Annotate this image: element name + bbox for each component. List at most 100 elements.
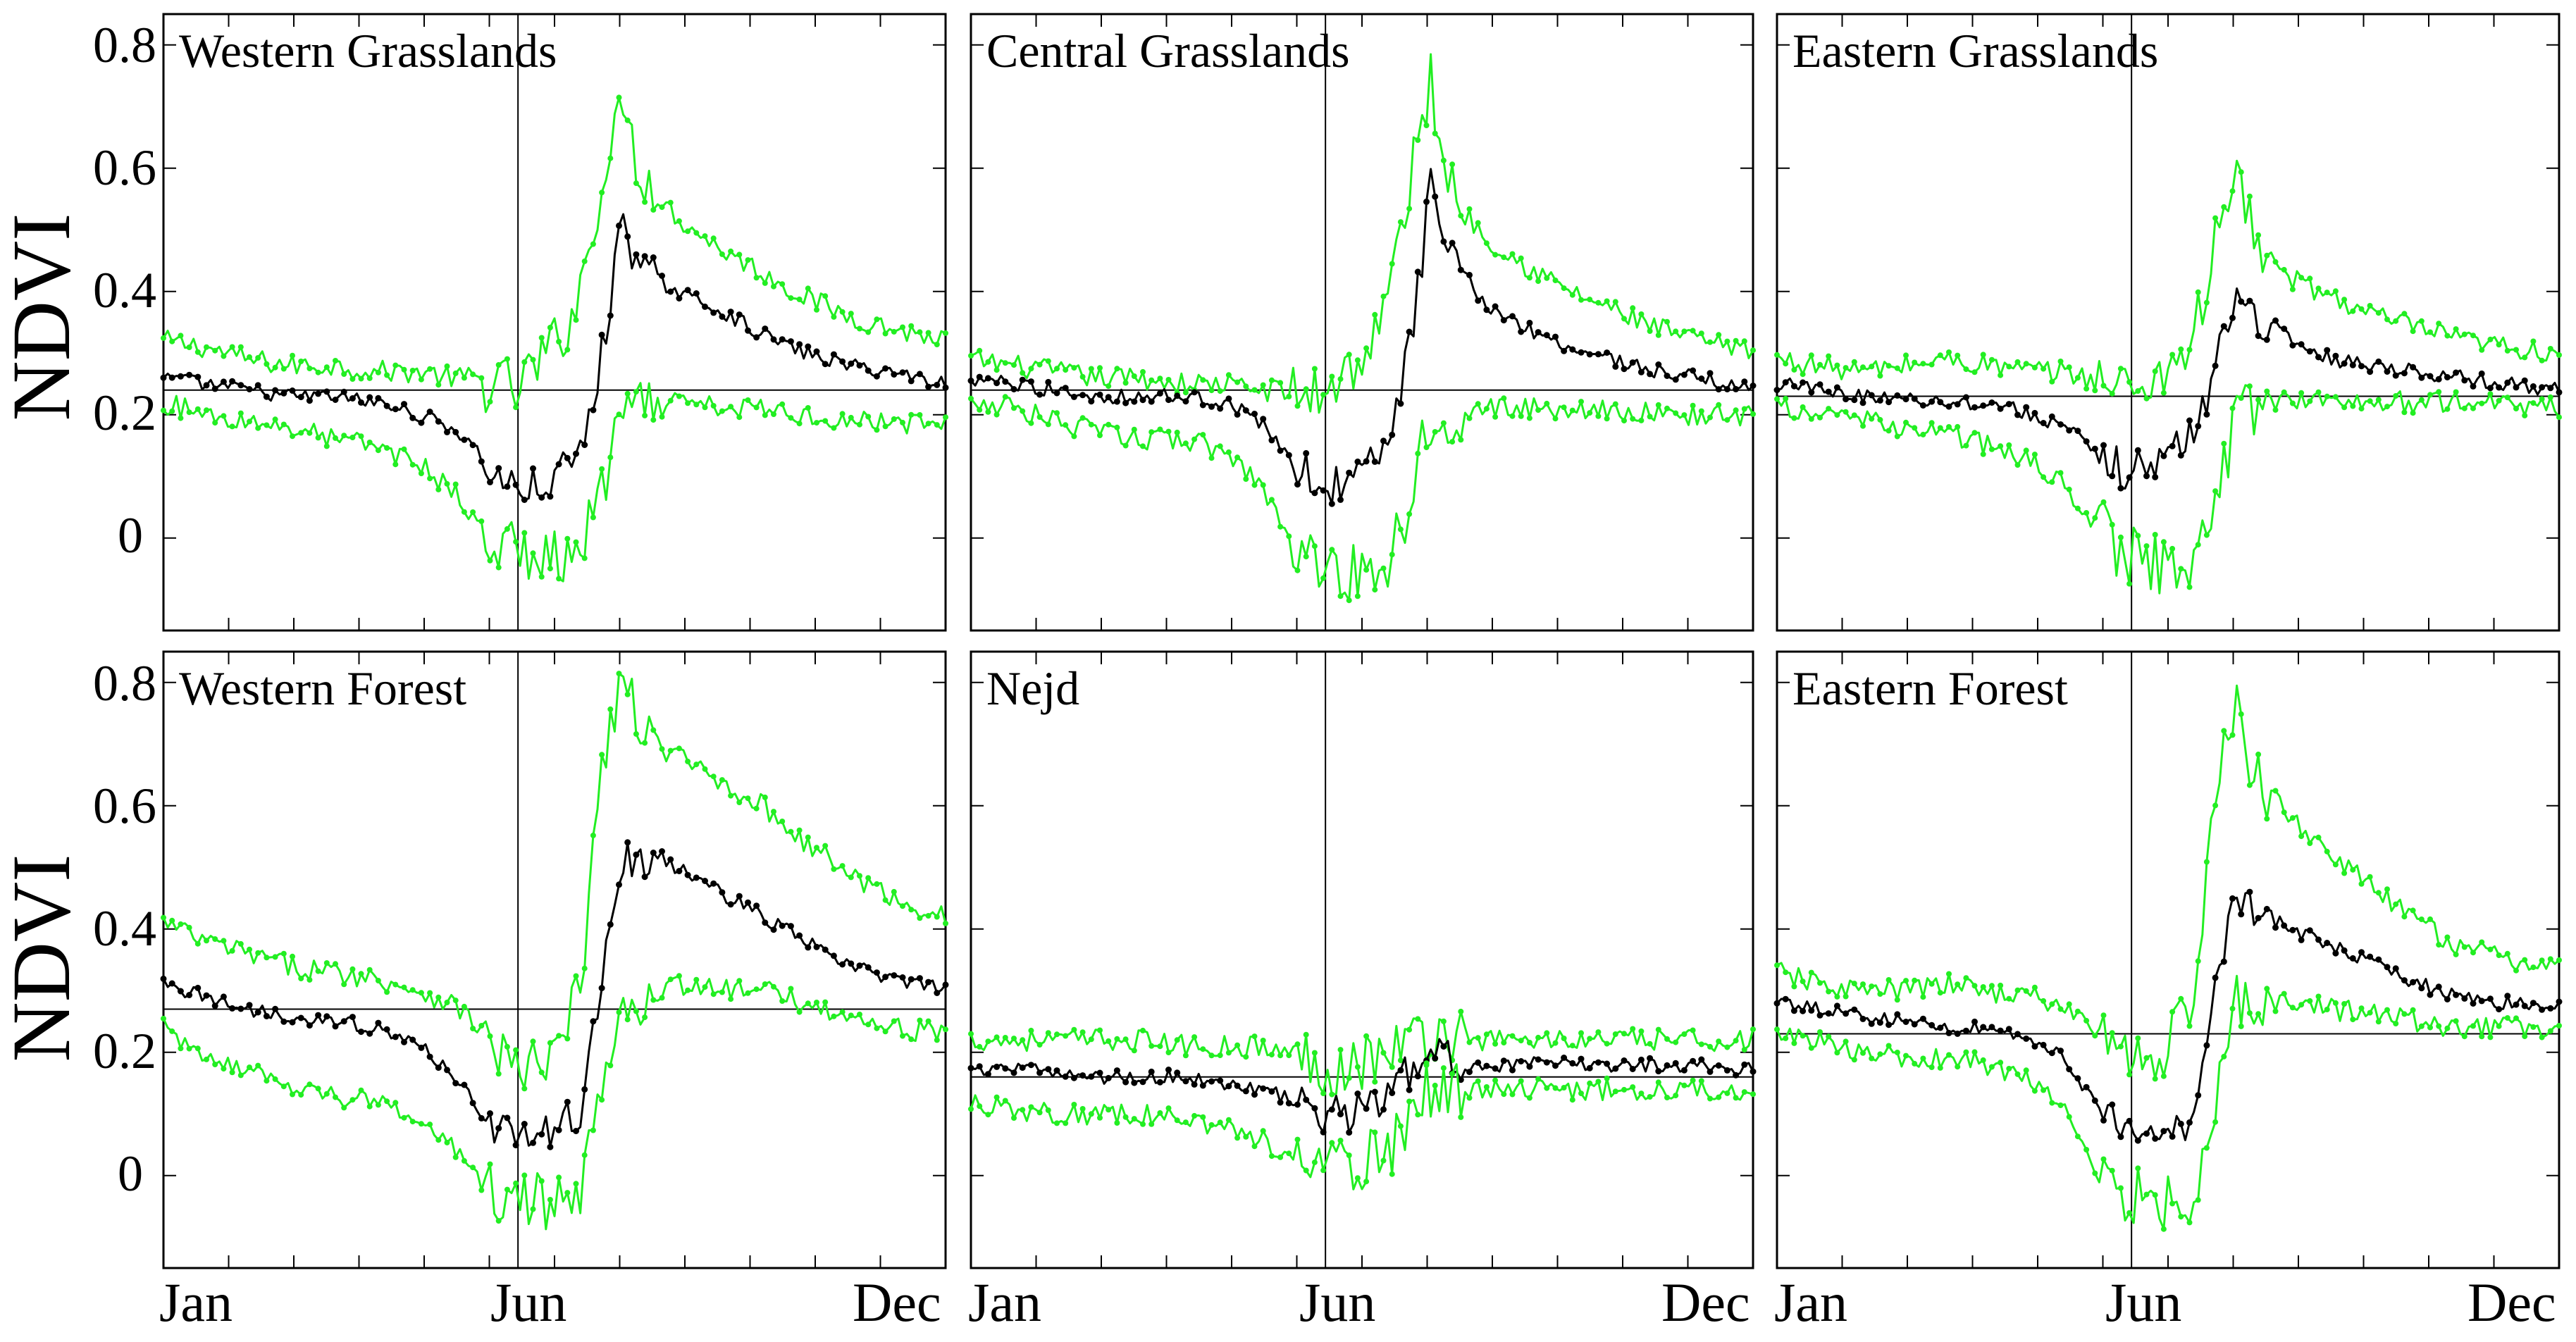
data-point-mean [1937, 1024, 1944, 1031]
data-point-lower [1621, 418, 1627, 424]
data-point-lower [1063, 422, 1069, 428]
data-point-upper [1843, 993, 1849, 1000]
series-line-upper [162, 672, 947, 1090]
data-point-mean [2539, 384, 2546, 391]
data-point-lower [2315, 389, 2322, 395]
data-point-lower [2066, 1114, 2072, 1120]
data-point-mean [2529, 383, 2537, 390]
data-point-mean [2384, 368, 2391, 375]
data-point-mean [916, 371, 923, 378]
data-point-lower [1200, 1114, 1206, 1120]
data-point-upper [2100, 1012, 2107, 1019]
data-point-lower [1483, 406, 1490, 412]
data-point-mean [2306, 348, 2313, 355]
data-point-mean [1594, 351, 1602, 358]
data-point-mean [1876, 1019, 1883, 1026]
data-point-upper [659, 746, 665, 752]
data-point-lower [1612, 1088, 1618, 1095]
data-point-lower [1389, 552, 1395, 558]
data-point-mean [1919, 402, 1926, 409]
data-point-lower [2367, 398, 2373, 404]
data-point-lower [702, 984, 708, 990]
panel-5: Eastern Forest [1773, 650, 2563, 1269]
data-point-upper [1733, 1038, 1739, 1044]
data-point-lower [599, 466, 605, 472]
data-point-upper [1148, 1043, 1155, 1049]
data-point-lower [685, 400, 691, 406]
data-point-upper [1088, 366, 1094, 372]
data-point-mean [1894, 1011, 1901, 1018]
data-point-mean [272, 1005, 279, 1012]
data-point-upper [753, 275, 760, 281]
data-point-upper [1372, 311, 1378, 318]
data-point-upper [1157, 375, 1163, 382]
data-point-lower [796, 421, 803, 427]
data-point-upper [1526, 275, 1532, 281]
data-point-mean [521, 1121, 528, 1127]
data-point-mean [1062, 1073, 1069, 1080]
data-point-upper [2238, 169, 2244, 175]
data-point-lower [848, 414, 854, 421]
x-tick-label-dec-2: Dec [1661, 1272, 1750, 1333]
data-point-mean [2444, 996, 2451, 1002]
data-point-upper [1458, 1008, 1464, 1014]
data-point-upper [161, 335, 166, 341]
data-point-lower [1971, 430, 1978, 436]
data-point-lower [1337, 1138, 1344, 1143]
data-point-mean [2341, 360, 2348, 367]
data-point-mean [2367, 368, 2374, 375]
data-point-mean [469, 1100, 476, 1107]
data-point-lower [1251, 482, 1258, 488]
data-point-upper [1337, 376, 1344, 383]
data-point-upper [2272, 259, 2279, 265]
data-point-mean [1518, 1058, 1525, 1064]
data-point-upper [221, 353, 227, 359]
data-point-upper [874, 316, 880, 323]
data-point-mean [710, 880, 717, 887]
data-point-upper [728, 248, 734, 254]
data-point-mean [1518, 328, 1525, 335]
data-point-mean [358, 399, 364, 406]
data-point-lower [247, 1064, 252, 1071]
data-point-mean [2453, 369, 2460, 376]
data-point-lower [1587, 410, 1593, 416]
data-point-lower [607, 454, 614, 461]
data-point-mean [1911, 1021, 1918, 1028]
data-point-lower [1389, 1171, 1395, 1177]
data-point-mean [1113, 1067, 1120, 1074]
data-point-lower [1363, 1179, 1370, 1185]
data-point-upper [229, 344, 235, 350]
data-point-lower [753, 986, 760, 993]
data-point-lower [1826, 406, 1832, 412]
data-point-upper [2229, 188, 2236, 194]
data-point-upper [1225, 1050, 1232, 1056]
data-point-upper [702, 233, 708, 240]
data-point-upper [1440, 1018, 1447, 1024]
data-point-upper [315, 968, 321, 974]
data-point-upper [255, 950, 261, 956]
data-point-lower [1449, 439, 1456, 445]
data-point-upper [891, 328, 897, 335]
data-point-lower [822, 418, 829, 424]
data-point-lower [1020, 1107, 1026, 1113]
data-point-mean [2435, 375, 2442, 383]
data-point-upper [745, 257, 751, 263]
data-point-lower [1415, 1112, 1421, 1118]
data-point-mean [2152, 1135, 2159, 1142]
data-point-mean [1303, 1096, 1310, 1103]
data-point-upper [1912, 359, 1918, 366]
data-point-mean [1337, 1111, 1344, 1118]
data-point-lower [1851, 412, 1857, 418]
data-point-lower [590, 514, 596, 521]
data-point-upper [1698, 330, 1704, 337]
data-point-lower [2178, 566, 2184, 572]
data-point-lower [1234, 454, 1241, 461]
data-point-mean [2040, 1041, 2047, 1048]
data-point-upper [1268, 1052, 1275, 1058]
data-point-upper [1791, 366, 1797, 373]
data-point-mean [1629, 359, 1636, 366]
data-point-mean [177, 373, 184, 380]
data-point-mean [925, 978, 932, 986]
data-point-upper [771, 283, 776, 290]
data-point-lower [272, 416, 278, 423]
